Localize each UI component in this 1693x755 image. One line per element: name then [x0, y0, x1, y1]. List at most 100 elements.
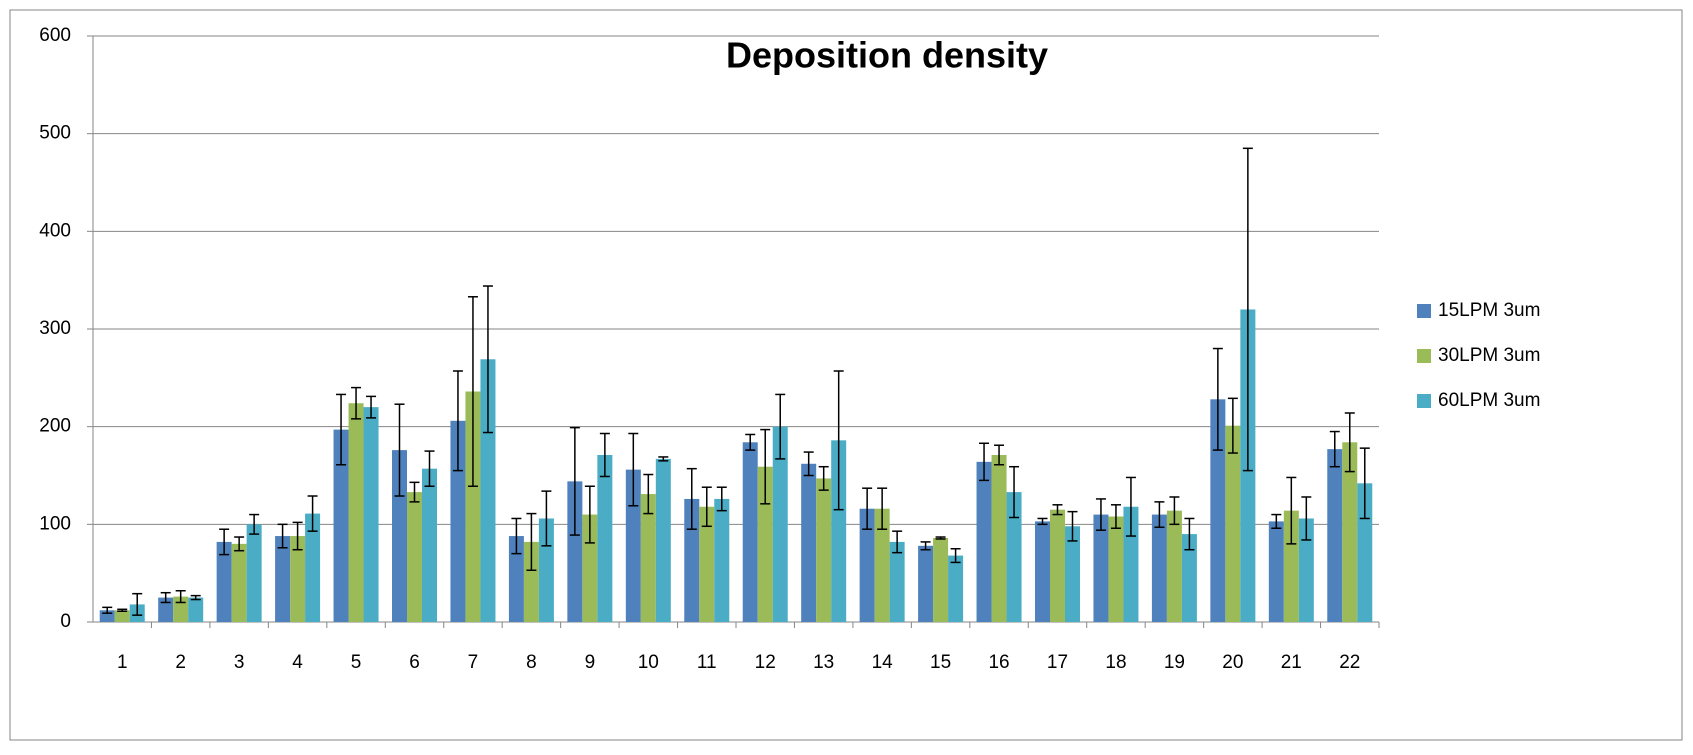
error-bar: [219, 528, 230, 556]
x-tick-label: 12: [755, 652, 776, 673]
legend-label: 30LPM 3um: [1438, 345, 1540, 366]
bar: [1225, 425, 1241, 622]
bar: [333, 429, 349, 622]
bar: [290, 536, 306, 622]
bar: [348, 403, 364, 622]
bar: [1166, 510, 1182, 622]
error-bar: [1242, 147, 1253, 472]
bar: [508, 536, 524, 622]
error-bar: [366, 395, 377, 419]
x-tick-label: 18: [1105, 652, 1126, 673]
error-bar: [643, 473, 654, 515]
x-tick-label: 21: [1281, 652, 1302, 673]
bar: [99, 610, 115, 622]
error-bar: [249, 513, 260, 535]
error-bar: [979, 442, 990, 482]
x-tick-label: 8: [526, 652, 537, 673]
error-bar: [292, 521, 303, 551]
error-bar: [234, 536, 245, 552]
y-tick-label: 0: [60, 611, 71, 632]
bar: [216, 541, 232, 622]
bar: [1268, 521, 1284, 622]
x-tick-label: 7: [468, 652, 479, 673]
x-tick-label: 16: [988, 652, 1009, 673]
bar: [889, 541, 905, 622]
error-bar: [277, 523, 288, 549]
error-bar: [935, 536, 946, 540]
error-bar: [892, 530, 903, 554]
bar: [1035, 521, 1050, 622]
error-bar: [1009, 465, 1020, 519]
error-bar: [950, 548, 961, 564]
bar: [407, 492, 422, 622]
error-bar: [526, 512, 537, 571]
error-bar: [1037, 517, 1048, 526]
bar: [918, 545, 934, 622]
bar: [523, 541, 539, 622]
legend-label: 15LPM 3um: [1438, 300, 1540, 321]
y-tick-label: 600: [39, 25, 71, 46]
error-bar: [307, 495, 318, 532]
legend-label: 60LPM 3um: [1438, 390, 1540, 411]
error-bar: [467, 296, 478, 487]
bar: [422, 468, 437, 622]
error-bar: [160, 591, 171, 604]
error-bar: [409, 481, 420, 503]
error-bar: [877, 487, 888, 530]
bar: [1151, 514, 1167, 622]
error-bar: [102, 606, 113, 614]
x-tick-label: 6: [409, 652, 420, 673]
error-bar: [1271, 513, 1282, 529]
bar: [772, 426, 788, 622]
bar: [714, 498, 730, 622]
error-bar: [336, 393, 347, 466]
bar: [831, 440, 847, 622]
y-tick-label: 300: [39, 318, 71, 339]
x-tick-label: 4: [292, 652, 303, 673]
bar: [640, 494, 656, 622]
error-bar: [1095, 498, 1106, 531]
error-bar: [1359, 447, 1370, 520]
x-tick-label: 17: [1047, 652, 1068, 673]
error-bar: [760, 428, 771, 505]
x-tick-label: 9: [585, 652, 596, 673]
error-bar: [862, 487, 873, 530]
error-bar: [175, 589, 186, 604]
error-bar: [599, 432, 610, 478]
bar: [859, 508, 875, 622]
bar: [246, 524, 262, 622]
error-bar: [818, 465, 829, 491]
x-tick-label: 22: [1339, 652, 1360, 673]
x-tick-label: 2: [175, 652, 186, 673]
bar: [816, 478, 832, 622]
legend-swatch: [1417, 394, 1431, 408]
x-tick-label: 20: [1222, 652, 1243, 673]
error-bar: [775, 393, 786, 460]
bar: [114, 610, 130, 622]
bar: [597, 454, 613, 622]
error-bar: [701, 486, 712, 528]
error-bar: [833, 370, 844, 511]
y-tick-label: 100: [39, 513, 71, 534]
y-tick-label: 400: [39, 220, 71, 241]
bar: [1065, 526, 1080, 622]
error-bar: [1154, 501, 1165, 529]
error-bar: [351, 386, 362, 420]
y-tick-label: 500: [39, 123, 71, 144]
x-tick-label: 5: [351, 652, 362, 673]
x-tick-label: 13: [813, 652, 834, 673]
error-bar: [1329, 430, 1340, 468]
legend-swatch: [1417, 349, 1431, 363]
error-bar: [584, 485, 595, 544]
bar: [801, 463, 817, 622]
bar: [933, 538, 949, 622]
x-tick-label: 3: [234, 652, 245, 673]
bar: [976, 461, 992, 622]
bar: [305, 513, 321, 622]
bar: [948, 555, 964, 622]
bar: [465, 391, 481, 622]
error-bar: [1344, 412, 1355, 473]
error-bar: [1184, 517, 1195, 551]
error-bar: [424, 450, 435, 487]
bar: [1050, 509, 1065, 622]
